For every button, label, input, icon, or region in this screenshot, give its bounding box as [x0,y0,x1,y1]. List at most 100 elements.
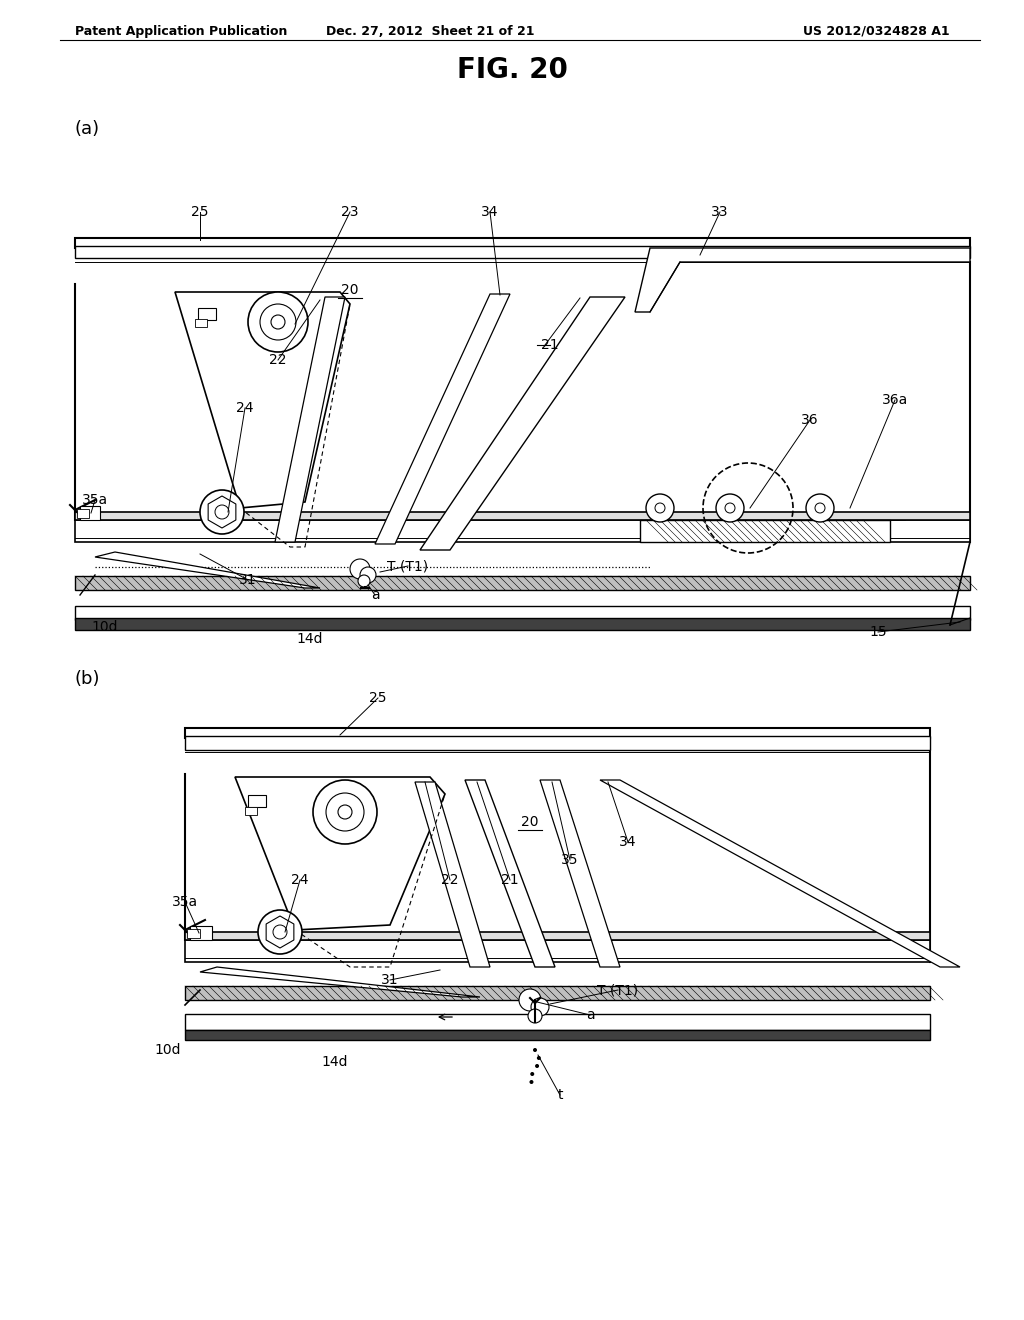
Bar [195,319,207,327]
Bar [185,729,930,738]
Circle shape [358,576,370,587]
Bar [185,737,930,750]
Circle shape [528,1008,542,1023]
Text: 10d: 10d [155,1043,181,1057]
Circle shape [215,506,229,519]
Circle shape [258,909,302,954]
Polygon shape [540,780,620,968]
Circle shape [350,558,370,579]
Text: 35a: 35a [172,895,198,909]
Text: 36a: 36a [882,393,908,407]
Text: 31: 31 [240,573,257,587]
Text: 25: 25 [191,205,209,219]
Circle shape [273,925,287,939]
Polygon shape [234,777,445,931]
Text: 35a: 35a [82,492,109,507]
Circle shape [531,998,549,1016]
Text: t: t [557,1088,563,1102]
Text: T (T1): T (T1) [597,983,639,997]
Polygon shape [208,496,236,528]
Text: 22: 22 [269,352,287,367]
Circle shape [537,1056,541,1060]
Text: T (T1): T (T1) [387,558,429,573]
Text: 14d: 14d [297,632,324,645]
Circle shape [534,1048,537,1052]
Bar [248,795,266,807]
Text: 14d: 14d [322,1055,348,1069]
Circle shape [313,780,377,843]
Text: 34: 34 [620,836,637,849]
Polygon shape [175,292,350,508]
Text: US 2012/0324828 A1: US 2012/0324828 A1 [804,25,950,38]
Text: Dec. 27, 2012  Sheet 21 of 21: Dec. 27, 2012 Sheet 21 of 21 [326,25,535,38]
Bar [75,238,970,248]
Text: 21: 21 [542,338,559,352]
Text: 25: 25 [370,690,387,705]
Bar [75,576,970,590]
Text: 33: 33 [712,205,729,219]
Circle shape [326,793,364,832]
Circle shape [815,503,825,513]
Polygon shape [275,297,345,543]
Bar [640,520,890,543]
Bar [77,510,89,517]
Text: 20: 20 [341,282,358,297]
Text: 35: 35 [561,853,579,867]
Bar [75,246,970,257]
Polygon shape [266,916,294,948]
Bar [75,606,970,620]
Text: 21: 21 [501,873,519,887]
Bar [75,618,970,630]
Circle shape [519,989,541,1011]
Circle shape [260,304,296,341]
Text: 34: 34 [481,205,499,219]
Text: Patent Application Publication: Patent Application Publication [75,25,288,38]
Text: 31: 31 [381,973,398,987]
Polygon shape [375,294,510,544]
Polygon shape [95,552,319,587]
Text: 20: 20 [521,814,539,829]
Circle shape [360,568,376,583]
Polygon shape [600,780,961,968]
Circle shape [806,494,834,521]
Text: (b): (b) [75,671,100,688]
Bar [198,308,216,319]
Circle shape [646,494,674,521]
Circle shape [248,292,308,352]
Bar [245,807,257,814]
Text: (a): (a) [75,120,100,139]
Bar [190,927,212,940]
Circle shape [725,503,735,513]
Circle shape [529,1080,534,1084]
Circle shape [536,1064,539,1068]
Circle shape [530,1072,535,1076]
Circle shape [271,315,285,329]
Text: FIG. 20: FIG. 20 [457,55,567,84]
Circle shape [655,503,665,513]
Polygon shape [635,248,970,312]
Circle shape [200,490,244,535]
Circle shape [716,494,744,521]
Polygon shape [415,781,490,968]
Bar [75,512,970,520]
Bar [187,929,200,939]
Text: 24: 24 [291,873,309,887]
Bar [185,1030,930,1040]
Text: a: a [371,587,379,602]
Bar [185,932,930,940]
Text: 10d: 10d [92,620,118,634]
Text: 24: 24 [237,401,254,414]
Bar [185,940,930,962]
Polygon shape [465,780,555,968]
Text: 36: 36 [801,413,819,426]
Bar [185,1014,930,1030]
Text: 22: 22 [441,873,459,887]
Bar [80,506,100,520]
Circle shape [338,805,352,818]
Bar [75,520,970,543]
Polygon shape [200,968,480,997]
Polygon shape [420,297,625,550]
Text: a: a [586,1008,594,1022]
Bar [185,986,930,1001]
Text: 23: 23 [341,205,358,219]
